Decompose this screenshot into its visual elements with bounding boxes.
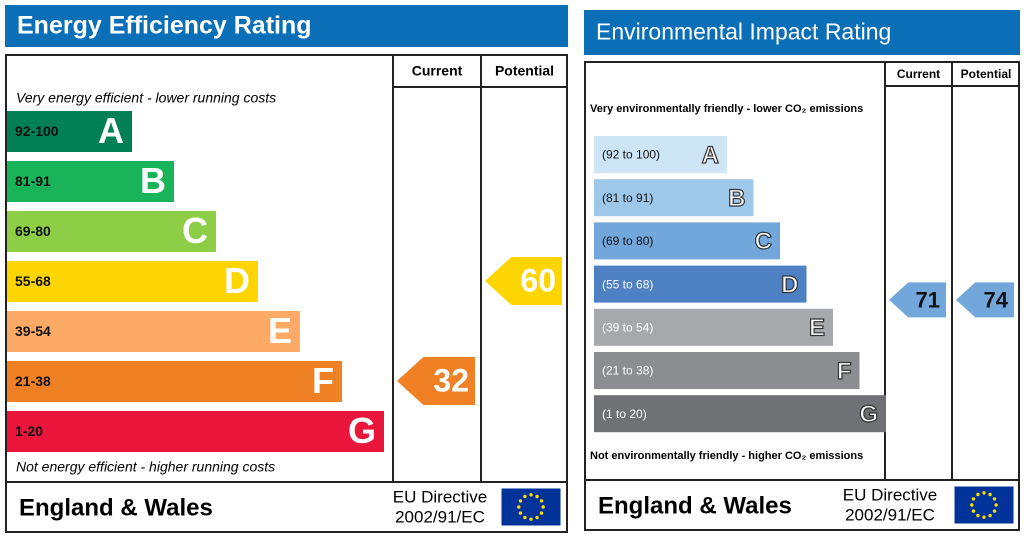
band-range: 1-20: [15, 423, 43, 439]
eu-star: [539, 499, 544, 503]
eu-star: [992, 497, 997, 501]
eu-star: [523, 515, 527, 520]
rating-band: [7, 361, 342, 402]
top-note: Very energy efficient - lower running co…: [16, 90, 276, 106]
eu-star: [517, 505, 521, 509]
bottom-note: Not energy efficient - higher running co…: [16, 459, 275, 475]
band-letter: A: [98, 110, 124, 151]
eu-star: [982, 491, 986, 495]
band-range: (69 to 80): [602, 234, 653, 248]
band-range: 21-38: [15, 373, 51, 389]
frame: [5, 54, 568, 533]
rating-arrow: [889, 282, 946, 318]
band-range: 81-91: [15, 173, 51, 189]
band-range: 69-80: [15, 223, 51, 239]
directive: EU Directive: [393, 487, 487, 506]
eu-star: [976, 513, 980, 518]
band-letter: C: [755, 228, 772, 255]
eu-star: [988, 492, 992, 497]
rating-value: 32: [433, 362, 469, 398]
region: England & Wales: [598, 492, 792, 519]
current-header: Current: [412, 63, 463, 79]
directive-code: 2002/91/EC: [395, 507, 485, 526]
band-letter: E: [268, 310, 292, 351]
eu-star: [518, 511, 523, 515]
eu-star: [994, 503, 998, 507]
eu-star: [970, 503, 974, 507]
band-letter: E: [809, 315, 825, 342]
eu-star: [541, 505, 545, 509]
rating-arrow: [485, 257, 562, 305]
title-bar: [5, 5, 568, 47]
rating-band: [7, 311, 300, 352]
band-range: 39-54: [15, 323, 51, 339]
panel-title: Energy Efficiency Rating: [17, 12, 312, 40]
title-bar: [584, 10, 1020, 55]
rating-band: [7, 411, 384, 452]
band-letter: A: [702, 142, 719, 169]
bottom-note: Not environmentally friendly - higher CO…: [590, 450, 863, 462]
band-range: 55-68: [15, 273, 51, 289]
eu-star: [982, 515, 986, 519]
band-letter: G: [859, 401, 878, 428]
eu-star: [988, 513, 992, 518]
band-letter: D: [224, 260, 250, 301]
eu-star: [976, 492, 980, 497]
band-range: (81 to 91): [602, 191, 653, 205]
potential-header: Potential: [495, 63, 554, 79]
top-note: Very environmentally friendly - lower CO…: [590, 103, 863, 115]
rating-band: [7, 161, 174, 202]
directive-code: 2002/91/EC: [845, 505, 935, 524]
rating-band: [594, 222, 780, 260]
eu-star: [518, 499, 523, 503]
eu-star: [529, 517, 533, 521]
rating-band: [7, 261, 258, 302]
band-range: (55 to 68): [602, 277, 653, 291]
band-range: 92-100: [15, 123, 59, 139]
eu-star: [971, 509, 976, 513]
rating-band: [594, 136, 727, 173]
rating-value: 74: [984, 288, 1009, 313]
eu-star: [992, 509, 997, 513]
rating-band: [7, 111, 132, 152]
band-letter: D: [781, 271, 798, 298]
eu-star: [971, 497, 976, 501]
panel-title: Environmental Impact Rating: [596, 19, 891, 45]
eu-star: [535, 494, 539, 499]
eu-star: [535, 515, 539, 520]
band-letter: F: [312, 360, 334, 401]
band-letter: G: [348, 410, 376, 451]
band-letter: B: [728, 185, 745, 212]
rating-band: [7, 211, 216, 252]
band-range: (21 to 38): [602, 364, 653, 378]
eu-star: [529, 493, 533, 497]
band-range: (1 to 20): [602, 407, 647, 421]
eu-star: [523, 494, 527, 499]
rating-arrow: [956, 282, 1014, 318]
band-range: (92 to 100): [602, 148, 660, 162]
band-range: (39 to 54): [602, 320, 653, 334]
current-header: Current: [897, 67, 940, 81]
rating-band: [594, 265, 807, 303]
region: England & Wales: [19, 494, 213, 521]
rating-band: [594, 308, 833, 346]
rating-band: [594, 352, 860, 389]
directive: EU Directive: [843, 485, 937, 504]
rating-value: 71: [916, 288, 940, 313]
rating-band: [594, 179, 754, 217]
frame: [584, 61, 1020, 531]
band-letter: B: [140, 160, 166, 201]
eu-star: [539, 511, 544, 515]
potential-header: Potential: [961, 67, 1012, 81]
band-letter: C: [182, 210, 208, 251]
rating-band: [594, 395, 886, 433]
rating-value: 60: [520, 262, 556, 298]
band-letter: F: [837, 358, 852, 385]
rating-arrow: [397, 357, 475, 405]
